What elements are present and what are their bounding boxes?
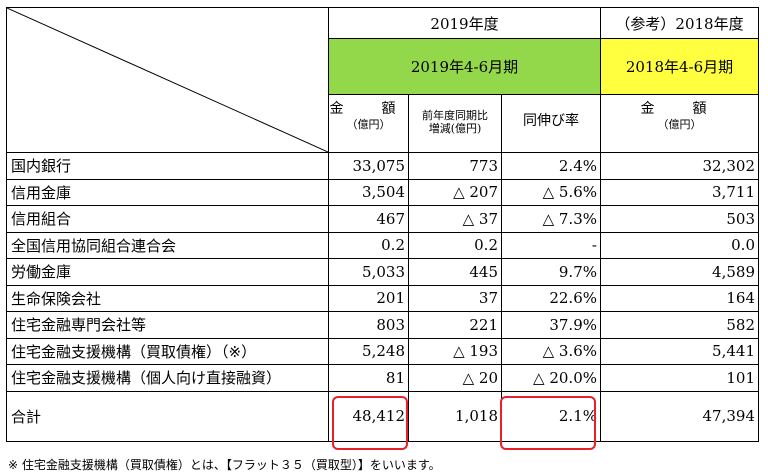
growth-col-header: 同伸び率 <box>501 94 601 153</box>
row-amount2018: 32,302 <box>600 152 759 180</box>
row-amount: 201 <box>328 284 409 312</box>
amount-col-unit: （億円） <box>346 117 391 131</box>
table-row: 住宅金融支援機構（個人向け直接融資） 81 △ 20 △ 20.0% 101 <box>6 364 759 392</box>
row-amount: 33,075 <box>328 152 409 180</box>
period2019-header: 2019年4-6月期 <box>328 38 601 95</box>
change-col-unit: 増減(億円) <box>428 122 482 136</box>
total-label: 合計 <box>6 390 329 442</box>
row-change: △ 37 <box>408 205 502 233</box>
table-body: 国内銀行 33,075 773 2.4% 32,302 信用金庫 3,504 △ 207 △ 5… <box>6 152 759 392</box>
table-row: 全国信用協同組合連合会 0.2 0.2-0.0 <box>6 231 759 259</box>
row-amount2018: 164 <box>600 284 759 312</box>
row-change: 445 <box>408 258 502 286</box>
row-growth: △ 7.3% <box>501 205 601 233</box>
table-row: 信用金庫 3,504 △ 207 △ 5.6% 3,711 <box>6 178 759 206</box>
row-amount: 0.2 <box>328 231 409 259</box>
table-row: 信用組合 467 △ 37 △ 7.3% 503 <box>6 205 759 233</box>
total-amount: 48,412 <box>328 390 409 442</box>
row-label: 労働金庫 <box>6 258 329 286</box>
row-label: 全国信用協同組合連合会 <box>6 231 329 259</box>
row-change: 0.2 <box>408 231 502 259</box>
row-amount: 803 <box>328 311 409 339</box>
highlight-total-amount <box>332 396 408 450</box>
change-col-header: 前年度同期比 増減(億円) <box>408 94 502 153</box>
fy2019-header: 2019年度 <box>328 7 601 39</box>
row-amount2018: 3,711 <box>600 178 759 206</box>
table-row: 住宅金融支援機構（買取債権）（※） 5,248 △ 193 △ 3.6% 5,441 <box>6 337 759 365</box>
diagonal-line <box>7 8 328 152</box>
change-col-title: 前年度同期比 <box>422 109 488 122</box>
row-amount: 467 <box>328 205 409 233</box>
row-growth: 2.4% <box>501 152 601 180</box>
footnote: ※ 住宅金融支援機構（買取債権）とは、【フラット３５（買取型）】をいいます。 <box>8 458 441 472</box>
row-amount2018: 0.0 <box>600 231 759 259</box>
period2018-header: 2018年4-6月期 <box>600 38 759 95</box>
row-amount: 5,248 <box>328 337 409 365</box>
lending-table: 2019年度 （参考）2018年度 2019年4-6月期 2018年4-6月期 … <box>6 7 759 442</box>
row-growth: 22.6% <box>501 284 601 312</box>
amount2018-col-unit: （億円） <box>657 117 702 131</box>
table-row: 生命保険会社 201 37 22.6% 164 <box>6 284 759 312</box>
row-label: 信用金庫 <box>6 178 329 206</box>
row-label: 住宅金融支援機構（買取債権）（※） <box>6 337 329 365</box>
row-change: 221 <box>408 311 502 339</box>
row-amount2018: 101 <box>600 364 759 392</box>
diagonal-header-cell <box>6 7 329 153</box>
total-amount2018: 47,394 <box>600 390 759 442</box>
row-change: 37 <box>408 284 502 312</box>
row-growth: 37.9% <box>501 311 601 339</box>
row-growth: △ 3.6% <box>501 337 601 365</box>
fy2018-header: （参考）2018年度 <box>600 7 759 39</box>
row-amount2018: 5,441 <box>600 337 759 365</box>
row-label: 国内銀行 <box>6 152 329 180</box>
row-growth: - <box>501 231 601 259</box>
table-row: 労働金庫 5,033 445 9.7% 4,589 <box>6 258 759 286</box>
row-change: △ 20 <box>408 364 502 392</box>
row-label: 信用組合 <box>6 205 329 233</box>
amount2018-col-header: 金 額 （億円） <box>600 94 759 153</box>
row-amount2018: 4,589 <box>600 258 759 286</box>
row-growth: △ 20.0% <box>501 364 601 392</box>
row-label: 住宅金融支援機構（個人向け直接融資） <box>6 364 329 392</box>
highlight-total-growth <box>500 396 596 450</box>
row-growth: △ 5.6% <box>501 178 601 206</box>
amount2018-col-title: 金 額 <box>640 101 719 117</box>
row-amount: 3,504 <box>328 178 409 206</box>
row-growth: 9.7% <box>501 258 601 286</box>
row-amount2018: 582 <box>600 311 759 339</box>
row-amount: 5,033 <box>328 258 409 286</box>
row-label: 住宅金融専門会社等 <box>6 311 329 339</box>
row-change: △ 193 <box>408 337 502 365</box>
table-row: 国内銀行 33,075 773 2.4% 32,302 <box>6 152 759 180</box>
row-change: △ 207 <box>408 178 502 206</box>
amount-col-title: 金 額 <box>329 101 408 117</box>
row-amount: 81 <box>328 364 409 392</box>
row-change: 773 <box>408 152 502 180</box>
row-label: 生命保険会社 <box>6 284 329 312</box>
total-growth: 2.1% <box>501 390 601 442</box>
table-row: 住宅金融専門会社等 803 221 37.9% 582 <box>6 311 759 339</box>
total-change: 1,018 <box>408 390 502 442</box>
row-amount2018: 503 <box>600 205 759 233</box>
amount-col-header: 金 額 （億円） <box>328 94 409 153</box>
